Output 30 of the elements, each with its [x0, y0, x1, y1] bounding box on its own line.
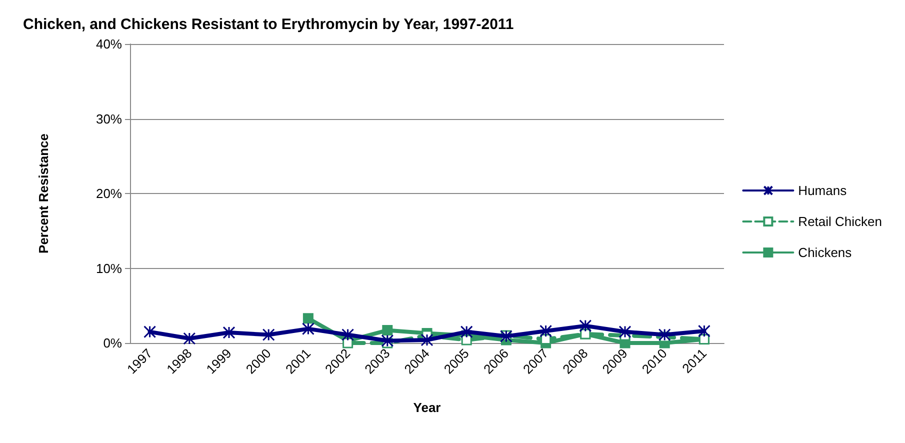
x-axis-title: Year: [413, 400, 441, 415]
point: [144, 326, 156, 338]
point: [698, 324, 710, 338]
point: [222, 326, 236, 339]
point: [382, 325, 393, 336]
y-axis-title: Percent Resistance: [36, 134, 51, 254]
point: [579, 320, 592, 332]
point: [262, 328, 275, 342]
point: [381, 334, 394, 348]
point: [342, 338, 354, 348]
point: [658, 328, 671, 342]
chart-title: Chicken, and Chickens Resistant to Erythromycin by Year, 1997-2011: [23, 16, 514, 33]
legend-label: Humans: [798, 183, 848, 198]
point: [540, 324, 552, 338]
point: [540, 334, 552, 345]
y-tick-label: 10%: [96, 260, 122, 276]
point: [420, 334, 434, 346]
point: [461, 334, 472, 346]
point: [342, 328, 354, 342]
y-tick-label: 40%: [96, 36, 122, 52]
point: [302, 322, 314, 336]
point: [618, 326, 632, 338]
y-tick-label: 30%: [96, 111, 122, 126]
legend-label: Chickens: [798, 245, 852, 260]
y-tick-label: 20%: [96, 186, 122, 201]
y-tick-label: 0%: [103, 336, 122, 350]
point: [302, 313, 314, 324]
point: [183, 332, 196, 345]
point: [460, 326, 473, 338]
legend-label: Retail Chicken: [798, 214, 882, 229]
